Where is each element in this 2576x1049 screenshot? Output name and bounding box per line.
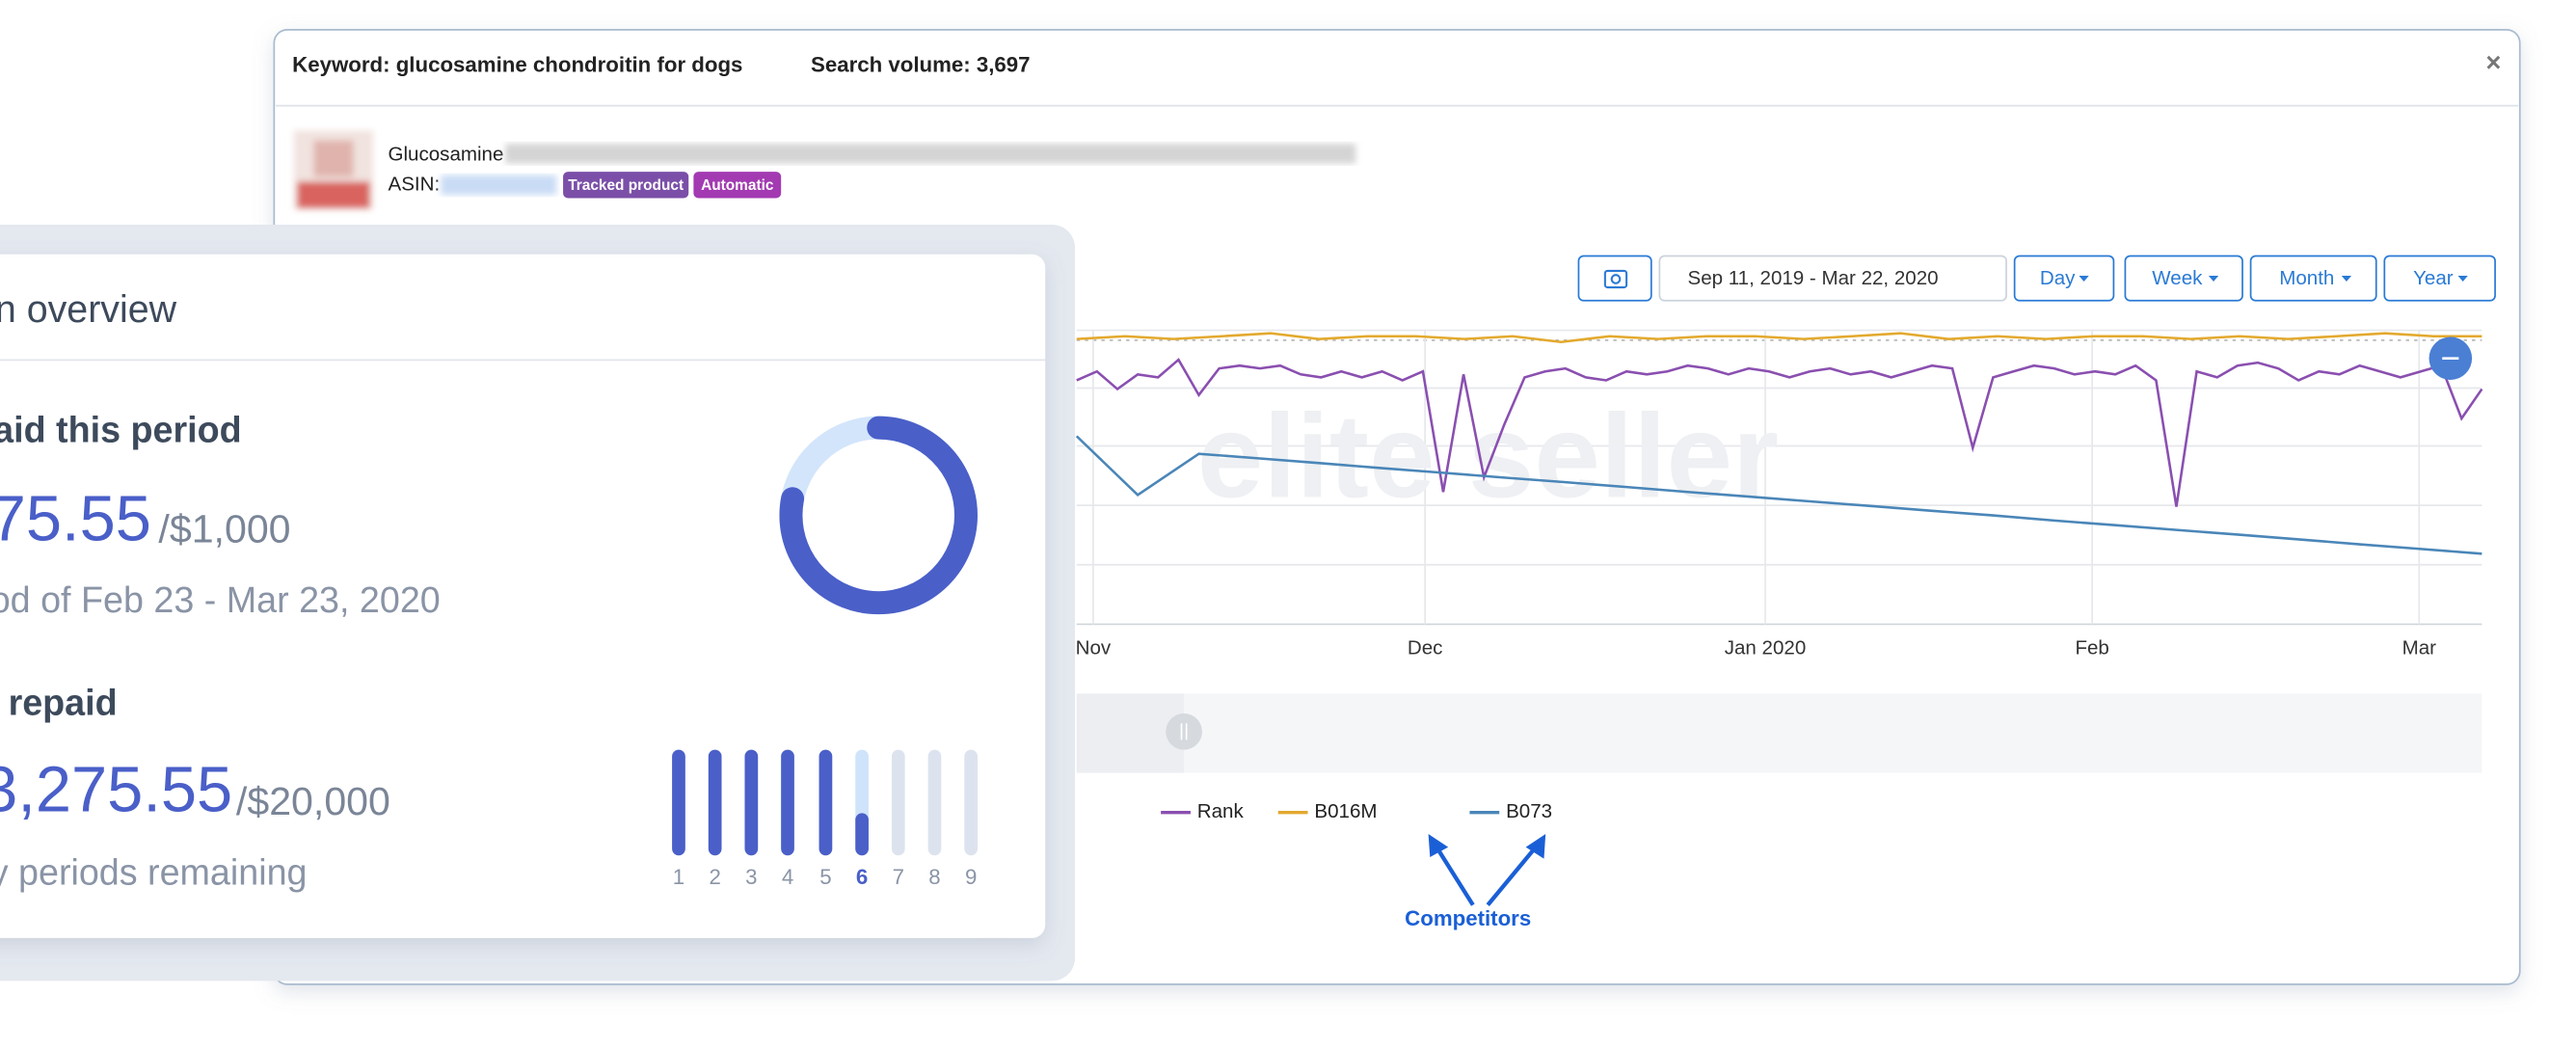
period-fill bbox=[708, 749, 722, 856]
period-button[interactable] bbox=[2013, 255, 2115, 302]
date-input[interactable] bbox=[1658, 255, 2007, 302]
remaining: y periods remaining bbox=[0, 852, 307, 893]
repaid-heading: repaid bbox=[9, 682, 118, 722]
annotation-arrows bbox=[1428, 833, 1546, 906]
period-button[interactable] bbox=[2124, 255, 2243, 302]
series-line bbox=[1076, 332, 2482, 344]
search-volume: Search volume: 3,697 bbox=[811, 52, 1031, 76]
period: od of Feb 23 - Mar 23, 2020 bbox=[0, 579, 441, 620]
badge-text: Automatic bbox=[701, 177, 774, 194]
button-label: Day bbox=[2040, 267, 2076, 289]
period-fill bbox=[672, 749, 685, 856]
paid-amount: 75.55 bbox=[0, 484, 151, 555]
caret bbox=[2079, 276, 2089, 282]
repaid-amount: 3,275.55 bbox=[0, 755, 232, 826]
x-tick-label: Dec bbox=[1408, 637, 1443, 659]
x-tick-label: Feb bbox=[2075, 637, 2108, 659]
legend-label[interactable]: B016M bbox=[1314, 800, 1377, 822]
caret bbox=[2341, 276, 2352, 282]
annotation: Competitors bbox=[1405, 906, 1531, 930]
badge bbox=[693, 172, 782, 199]
period-label: 4 bbox=[782, 865, 793, 889]
asin-label: ASIN: bbox=[389, 173, 441, 195]
period-label: 1 bbox=[673, 865, 684, 889]
legend-label[interactable]: B073 bbox=[1506, 800, 1552, 822]
period-button[interactable] bbox=[2249, 255, 2377, 302]
x-tick-label: Mar bbox=[2402, 637, 2437, 659]
close-button[interactable]: × bbox=[2485, 47, 2501, 77]
period-label: 5 bbox=[819, 865, 831, 889]
period-track bbox=[964, 749, 978, 856]
navigator-handle[interactable] bbox=[1166, 713, 1202, 750]
period-track bbox=[927, 749, 942, 856]
period-fill bbox=[855, 813, 869, 856]
paid-heading: aid this period bbox=[0, 410, 242, 450]
button-label: Year bbox=[2413, 267, 2454, 289]
blurred-asin bbox=[441, 175, 557, 196]
caret bbox=[2457, 276, 2468, 282]
camera-button[interactable] bbox=[1577, 255, 1652, 302]
series-line bbox=[1075, 435, 2482, 555]
period-label: 7 bbox=[893, 865, 904, 889]
period-label: 6 bbox=[856, 865, 868, 889]
button-label: Month bbox=[2279, 267, 2334, 289]
series-line bbox=[1076, 358, 2483, 507]
keyword: Keyword: glucosamine chondroitin for dog… bbox=[292, 52, 742, 76]
x-tick-label: Nov bbox=[1076, 637, 1112, 659]
watermark: elite seller bbox=[1197, 390, 1779, 524]
x-tick-label: Jan 2020 bbox=[1725, 637, 1807, 659]
caret bbox=[2208, 276, 2219, 282]
legend-label[interactable]: Rank bbox=[1197, 800, 1245, 822]
paid-limit: /$1,000 bbox=[158, 506, 290, 551]
period-fill bbox=[818, 749, 833, 856]
panel-title: n overview bbox=[0, 288, 177, 331]
badge bbox=[563, 172, 689, 199]
navigator bbox=[1076, 693, 2482, 773]
camera-icon bbox=[1603, 269, 1628, 289]
period-label: 2 bbox=[709, 865, 720, 889]
product-name: Glucosamine bbox=[389, 143, 504, 165]
date-range: Sep 11, 2019 - Mar 22, 2020 bbox=[1688, 267, 1939, 289]
badge-text: Tracked product bbox=[568, 177, 684, 194]
period-fill bbox=[781, 749, 794, 856]
overview-panel: n overview aid this period 75.55 /$1,000… bbox=[0, 224, 1076, 982]
period-fill bbox=[744, 749, 759, 856]
donut-progress bbox=[779, 416, 978, 615]
period-label: 3 bbox=[745, 865, 757, 889]
period-button[interactable] bbox=[2383, 255, 2496, 302]
repaid-limit: /$20,000 bbox=[236, 779, 390, 823]
blurred-text bbox=[505, 144, 1356, 164]
period-track bbox=[891, 749, 905, 856]
button-label: Week bbox=[2152, 267, 2203, 289]
period-label: 9 bbox=[965, 865, 977, 889]
period-label: 8 bbox=[928, 865, 940, 889]
thumbnail bbox=[293, 130, 374, 210]
